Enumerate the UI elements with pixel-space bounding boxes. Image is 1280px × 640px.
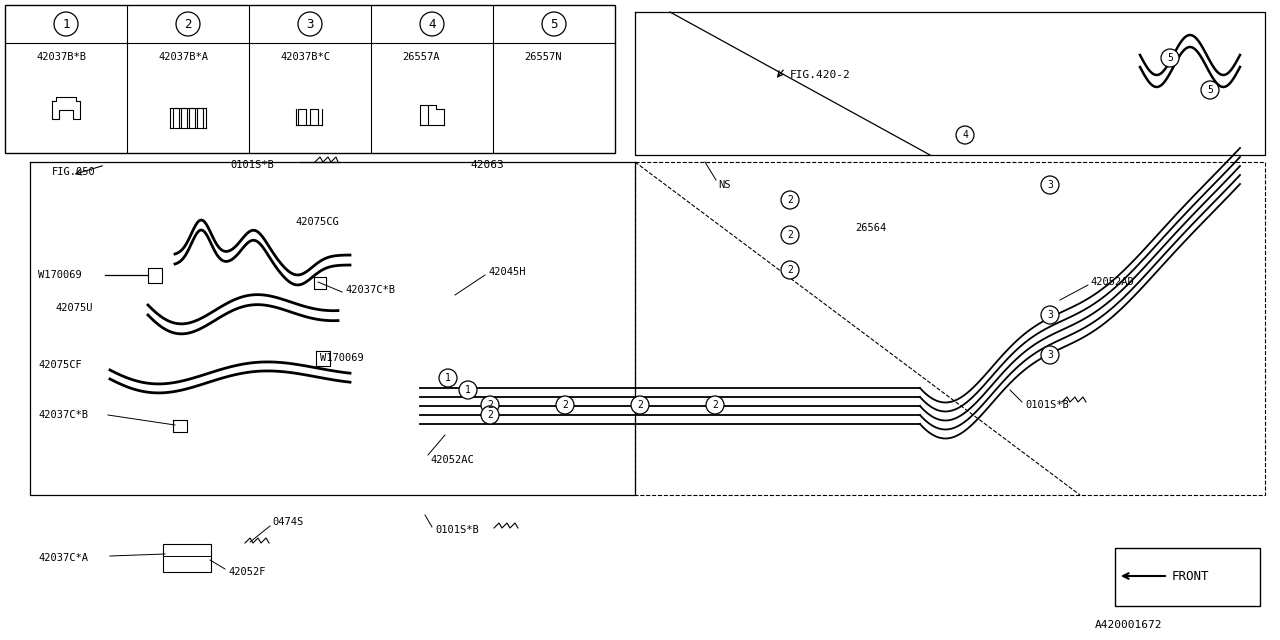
- Text: W170069: W170069: [320, 353, 364, 363]
- Circle shape: [1041, 176, 1059, 194]
- Text: 1: 1: [465, 385, 471, 395]
- Text: 42037B*A: 42037B*A: [157, 52, 207, 62]
- Bar: [1115, 548, 1260, 606]
- Circle shape: [781, 226, 799, 244]
- Text: 26557A: 26557A: [402, 52, 439, 62]
- Circle shape: [420, 12, 444, 36]
- Text: 2: 2: [637, 400, 643, 410]
- Text: 2: 2: [562, 400, 568, 410]
- Bar: [540, 103, 568, 123]
- Text: NS: NS: [718, 180, 731, 190]
- Circle shape: [1161, 49, 1179, 67]
- Text: 42045H: 42045H: [488, 267, 526, 277]
- Circle shape: [481, 406, 499, 424]
- Text: 2: 2: [787, 265, 792, 275]
- Circle shape: [54, 12, 78, 36]
- Text: 42037C*B: 42037C*B: [346, 285, 396, 295]
- Text: FIG.420-2: FIG.420-2: [790, 70, 851, 80]
- Circle shape: [781, 261, 799, 279]
- Text: W170069: W170069: [38, 270, 82, 280]
- Circle shape: [1041, 306, 1059, 324]
- Circle shape: [481, 396, 499, 414]
- Circle shape: [541, 12, 566, 36]
- Text: 0101S*B: 0101S*B: [230, 160, 274, 170]
- Circle shape: [1041, 346, 1059, 364]
- Text: 2: 2: [787, 195, 792, 205]
- Bar: [5, 5, 614, 153]
- Text: 26564: 26564: [855, 223, 886, 233]
- Circle shape: [631, 396, 649, 414]
- Text: FIG.050: FIG.050: [52, 167, 96, 177]
- Text: 0101S*B: 0101S*B: [1025, 400, 1069, 410]
- Text: 2: 2: [488, 410, 493, 420]
- Text: 3: 3: [1047, 350, 1053, 360]
- Text: 1: 1: [445, 373, 451, 383]
- Text: 2: 2: [712, 400, 718, 410]
- Text: 42075CG: 42075CG: [294, 217, 339, 227]
- Text: 42075CF: 42075CF: [38, 360, 82, 370]
- Text: 42037C*B: 42037C*B: [38, 410, 88, 420]
- Text: 3: 3: [306, 17, 314, 31]
- Text: 42052F: 42052F: [228, 567, 265, 577]
- Text: 42052AC: 42052AC: [430, 455, 474, 465]
- Text: 42037B*B: 42037B*B: [36, 52, 86, 62]
- Text: 2: 2: [184, 17, 192, 31]
- Circle shape: [1201, 81, 1219, 99]
- Text: 42037B*C: 42037B*C: [280, 52, 330, 62]
- Text: 3: 3: [1047, 310, 1053, 320]
- Text: 2: 2: [488, 400, 493, 410]
- Text: 5: 5: [550, 17, 558, 31]
- Text: FRONT: FRONT: [1172, 570, 1210, 584]
- Text: 0101S*B: 0101S*B: [435, 525, 479, 535]
- Text: 4: 4: [963, 130, 968, 140]
- Text: 5: 5: [1207, 85, 1213, 95]
- Text: 42052AD: 42052AD: [1091, 277, 1134, 287]
- Text: 2: 2: [787, 230, 792, 240]
- Text: 5: 5: [1167, 53, 1172, 63]
- Circle shape: [781, 191, 799, 209]
- Circle shape: [956, 126, 974, 144]
- Text: 42037C*A: 42037C*A: [38, 553, 88, 563]
- Text: A420001672: A420001672: [1094, 620, 1162, 630]
- Circle shape: [298, 12, 323, 36]
- Text: 0474S: 0474S: [273, 517, 303, 527]
- Circle shape: [460, 381, 477, 399]
- Circle shape: [439, 369, 457, 387]
- Circle shape: [707, 396, 724, 414]
- Text: 42075U: 42075U: [55, 303, 92, 313]
- Bar: [544, 107, 564, 119]
- Text: 42063: 42063: [470, 160, 504, 170]
- Circle shape: [177, 12, 200, 36]
- Text: 4: 4: [429, 17, 435, 31]
- Text: 3: 3: [1047, 180, 1053, 190]
- Bar: [163, 544, 211, 572]
- Circle shape: [556, 396, 573, 414]
- Text: 1: 1: [63, 17, 69, 31]
- Text: 26557N: 26557N: [524, 52, 562, 62]
